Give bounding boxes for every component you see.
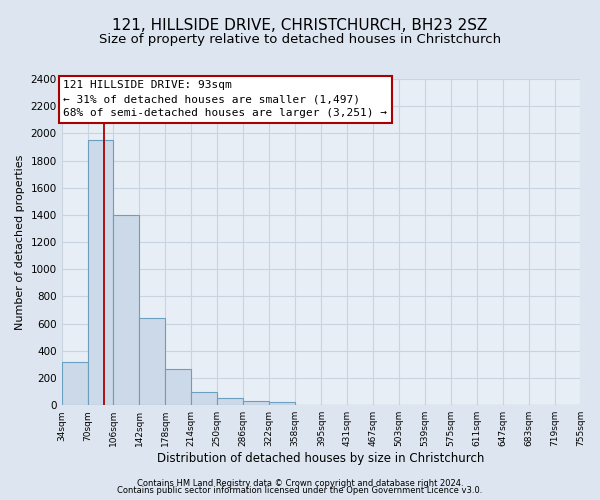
Bar <box>165 368 191 405</box>
Text: 121, HILLSIDE DRIVE, CHRISTCHURCH, BH23 2SZ: 121, HILLSIDE DRIVE, CHRISTCHURCH, BH23 … <box>112 18 488 32</box>
X-axis label: Distribution of detached houses by size in Christchurch: Distribution of detached houses by size … <box>157 452 485 465</box>
Text: Contains HM Land Registry data © Crown copyright and database right 2024.: Contains HM Land Registry data © Crown c… <box>137 478 463 488</box>
Bar <box>62 362 88 405</box>
Y-axis label: Number of detached properties: Number of detached properties <box>15 154 25 330</box>
Bar <box>269 402 295 405</box>
Text: Size of property relative to detached houses in Christchurch: Size of property relative to detached ho… <box>99 32 501 46</box>
Text: 121 HILLSIDE DRIVE: 93sqm
← 31% of detached houses are smaller (1,497)
68% of se: 121 HILLSIDE DRIVE: 93sqm ← 31% of detac… <box>63 80 387 118</box>
Bar <box>88 140 113 405</box>
Bar <box>139 318 165 405</box>
Bar <box>191 392 217 405</box>
Bar <box>113 215 139 405</box>
Bar <box>243 401 269 405</box>
Bar <box>217 398 243 405</box>
Text: Contains public sector information licensed under the Open Government Licence v3: Contains public sector information licen… <box>118 486 482 495</box>
